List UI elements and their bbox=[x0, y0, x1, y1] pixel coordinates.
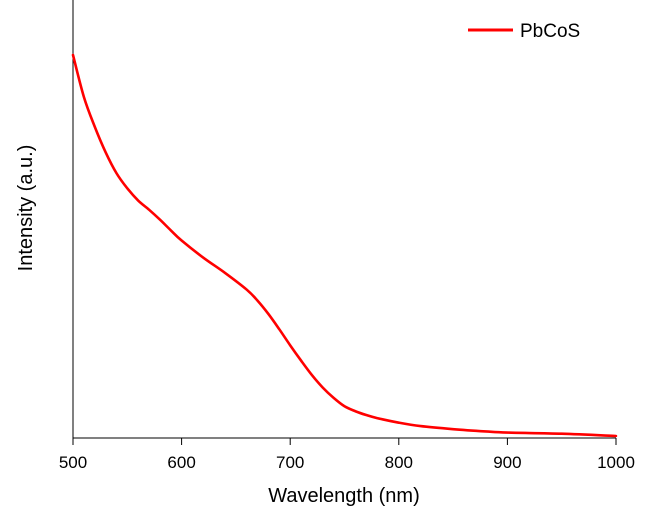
x-axis-ticks: 500 600 700 800 900 1000 bbox=[59, 438, 635, 472]
x-tick-label: 500 bbox=[59, 453, 87, 472]
x-tick-label: 800 bbox=[385, 453, 413, 472]
series-line-pbcos bbox=[71, 53, 618, 438]
y-axis-title: Intensity (a.u.) bbox=[15, 145, 37, 272]
x-tick-label: 700 bbox=[276, 453, 304, 472]
series-layer bbox=[71, 53, 618, 438]
x-tick-label: 1000 bbox=[597, 453, 635, 472]
legend: PbCoS bbox=[468, 21, 580, 42]
x-tick-label: 900 bbox=[493, 453, 521, 472]
x-axis-title: Wavelength (nm) bbox=[268, 485, 420, 507]
x-tick-label: 600 bbox=[167, 453, 195, 472]
legend-label-pbcos: PbCoS bbox=[520, 21, 580, 42]
plot-frame bbox=[72, 0, 616, 439]
